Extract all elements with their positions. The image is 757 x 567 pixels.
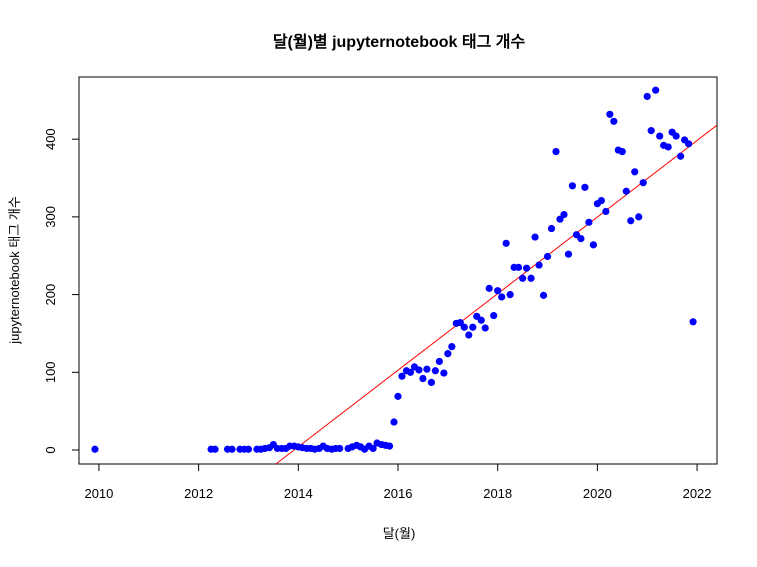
data-point: [656, 132, 664, 140]
data-point: [639, 179, 647, 187]
data-point: [456, 318, 464, 327]
x-tick-label: 2020: [583, 486, 612, 501]
data-point: [444, 350, 452, 358]
data-point: [211, 445, 219, 453]
data-point: [431, 367, 439, 375]
data-point: [568, 182, 577, 190]
y-axis-label: jupyternotebook 태그 개수: [7, 196, 22, 345]
x-tick-label: 2010: [84, 486, 113, 501]
data-point: [531, 233, 539, 241]
data-point: [481, 324, 489, 332]
data-point: [490, 311, 498, 320]
data-point: [618, 148, 626, 156]
data-point: [539, 291, 548, 299]
data-point: [610, 117, 618, 125]
data-point: [606, 110, 614, 118]
data-point: [643, 92, 651, 101]
data-point: [689, 318, 697, 326]
data-point: [244, 445, 253, 453]
data-point: [390, 418, 398, 426]
data-point: [369, 444, 377, 453]
data-point: [556, 215, 564, 223]
data-point: [652, 86, 660, 94]
y-tick-label: 0: [43, 446, 58, 453]
data-point: [564, 250, 573, 258]
data-point: [494, 287, 502, 295]
data-point: [435, 357, 443, 366]
data-point: [635, 213, 643, 221]
data-point: [677, 152, 685, 160]
data-point: [672, 132, 680, 140]
data-point: [684, 140, 693, 148]
data-point: [535, 261, 543, 269]
data-point: [502, 239, 510, 247]
data-point: [423, 365, 431, 373]
data-point: [485, 284, 493, 292]
x-axis: 2010 2012 2014 2016 2018 2020 2022: [84, 463, 712, 501]
data-point: [597, 196, 605, 205]
data-point: [585, 218, 593, 226]
x-axis-label: 달(월): [383, 526, 416, 541]
data-point: [515, 263, 523, 271]
data-point: [622, 187, 630, 195]
data-point: [664, 143, 672, 151]
data-point: [581, 183, 589, 191]
y-tick-label: 400: [43, 128, 58, 150]
y-tick-label: 300: [43, 206, 58, 228]
y-tick-label: 200: [43, 284, 58, 306]
data-point: [406, 368, 415, 376]
data-point: [647, 127, 655, 135]
data-point: [415, 366, 423, 374]
data-point: [469, 323, 477, 331]
data-point: [498, 293, 506, 301]
data-point: [385, 442, 394, 450]
data-point: [577, 235, 585, 243]
data-point: [448, 343, 456, 351]
data-point: [519, 274, 527, 282]
x-tick-label: 2018: [483, 486, 512, 501]
data-point: [543, 252, 552, 261]
x-tick-label: 2012: [184, 486, 213, 501]
data-point: [602, 207, 610, 216]
data-point: [460, 323, 468, 331]
trendline-group: [275, 124, 718, 465]
data-point: [419, 374, 427, 383]
data-point: [477, 316, 485, 324]
data-points: [91, 86, 697, 453]
y-tick-label: 100: [43, 361, 58, 383]
data-point: [228, 445, 236, 453]
data-point: [527, 274, 535, 282]
plot-frame: [78, 76, 718, 465]
data-point: [506, 290, 514, 299]
data-point: [398, 372, 406, 380]
data-point: [336, 444, 344, 453]
data-point: [91, 445, 99, 453]
data-point: [631, 168, 639, 176]
chart-title: 달(월)별 jupyternotebook 태그 개수: [273, 32, 526, 51]
data-point: [547, 224, 556, 233]
data-point: [552, 148, 560, 156]
x-tick-label: 2014: [284, 486, 313, 501]
data-point: [589, 241, 597, 249]
data-point: [627, 217, 635, 225]
y-axis: 0 100 200 300 400: [43, 128, 80, 454]
x-tick-label: 2022: [683, 486, 712, 501]
data-point: [440, 369, 448, 377]
x-tick-label: 2016: [384, 486, 413, 501]
data-point: [427, 378, 435, 387]
data-point: [522, 264, 531, 272]
trendline: [275, 124, 718, 465]
data-point: [394, 392, 402, 400]
data-point: [560, 210, 568, 219]
data-point: [465, 331, 473, 339]
